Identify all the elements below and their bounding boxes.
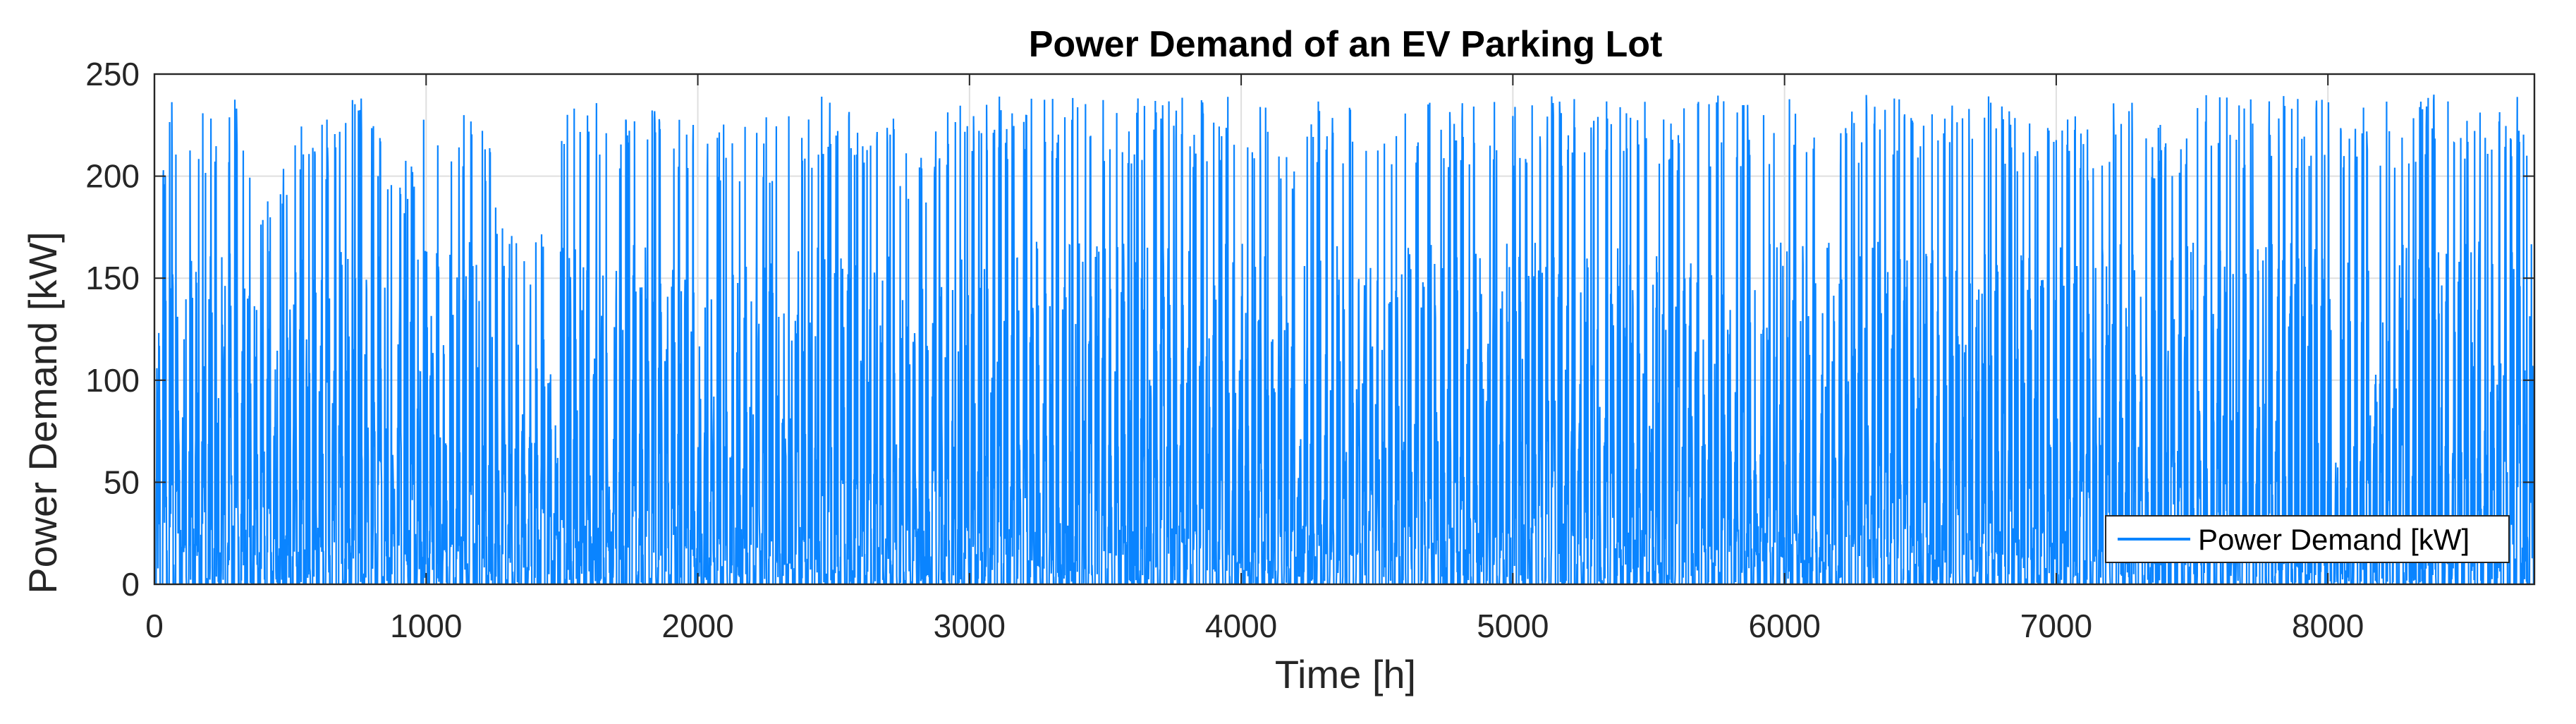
chart-title: Power Demand of an EV Parking Lot bbox=[1029, 24, 1663, 65]
x-tick-label-4: 4000 bbox=[1205, 608, 1277, 644]
series-layer bbox=[154, 95, 2534, 584]
y-tick-label-1: 50 bbox=[104, 464, 140, 500]
x-tick-label-2: 2000 bbox=[661, 608, 733, 644]
x-tick-label-8: 8000 bbox=[2292, 608, 2364, 644]
x-tick-label-7: 7000 bbox=[2020, 608, 2092, 644]
series-line-power-demand bbox=[154, 95, 2534, 584]
y-tick-label-2: 100 bbox=[85, 362, 140, 399]
legend: Power Demand [kW] bbox=[2105, 515, 2510, 563]
axes-layer bbox=[153, 73, 2536, 586]
y-tick-label-4: 200 bbox=[85, 158, 140, 195]
x-tick-label-1: 1000 bbox=[390, 608, 462, 644]
y-tick-label-5: 250 bbox=[85, 56, 140, 92]
y-axis-label: Power Demand [kW] bbox=[20, 231, 65, 594]
x-axis-label: Time [h] bbox=[1275, 652, 1416, 696]
x-tick-label-0: 0 bbox=[145, 608, 164, 644]
x-tick-label-5: 5000 bbox=[1477, 608, 1549, 644]
y-tick-label-3: 150 bbox=[85, 260, 140, 296]
axes-box bbox=[153, 73, 2536, 586]
x-tick-label-6: 6000 bbox=[1748, 608, 1820, 644]
x-tick-label-3: 3000 bbox=[934, 608, 1006, 644]
legend-entry-power-demand: Power Demand [kW] bbox=[2198, 523, 2470, 556]
ticks-layer: 0 1000 2000 3000 4000 5000 6000 7000 8000 0 50 100 1… bbox=[85, 56, 2534, 644]
y-tick-label-0: 0 bbox=[121, 566, 140, 603]
